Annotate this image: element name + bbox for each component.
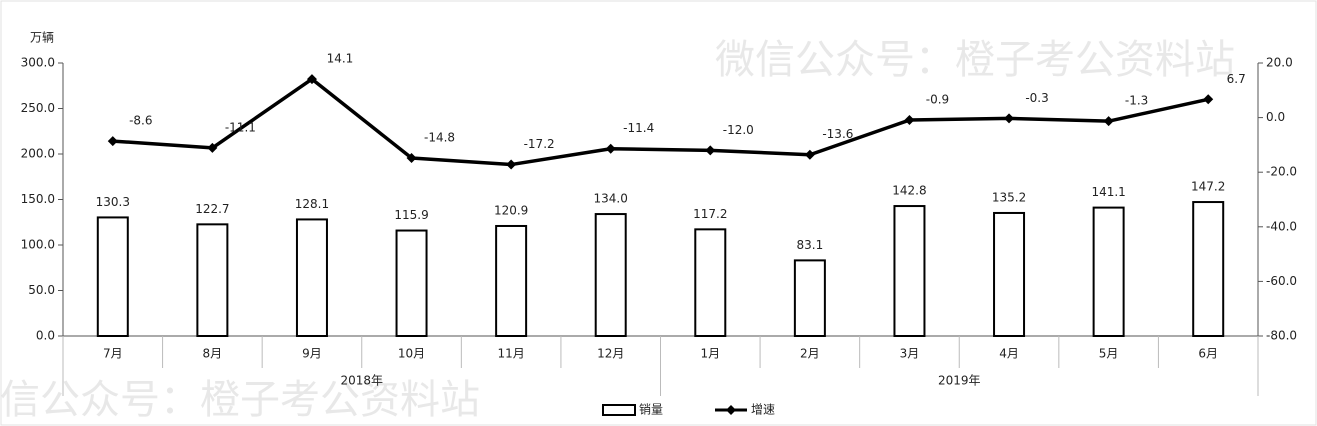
y2-tick-label: -20.0	[1266, 165, 1297, 179]
y-tick-label: 250.0	[21, 101, 55, 115]
x-tick-label: 9月	[302, 347, 322, 361]
line	[112, 77, 1209, 167]
x-tick-label: 12月	[597, 347, 624, 361]
data-label: 128.1	[295, 197, 329, 211]
marker	[1103, 116, 1114, 127]
y2-tick-label: -40.0	[1266, 219, 1297, 233]
x-tick-label: 2月	[800, 347, 820, 361]
y2-tick-label: 0.0	[1266, 110, 1285, 124]
data-label: -0.3	[1025, 91, 1048, 105]
y2-tick-label: -80.0	[1266, 329, 1297, 343]
marker	[1004, 113, 1015, 124]
data-label: 135.2	[992, 190, 1026, 204]
marker	[804, 149, 815, 160]
y-tick-label: 300.0	[21, 56, 55, 70]
bar	[694, 228, 727, 338]
marker	[1203, 94, 1214, 105]
x-tick-label: 7月	[103, 347, 123, 361]
x-tick-label: 8月	[203, 347, 223, 361]
y-tick-label: 50.0	[28, 283, 55, 297]
data-label: 115.9	[394, 208, 428, 222]
data-label: -14.8	[424, 131, 455, 145]
watermark: 微信公众号：橙子考公资料站	[0, 377, 480, 423]
legend-label: 销量	[639, 403, 663, 417]
bar	[793, 259, 826, 337]
data-label: 147.2	[1191, 180, 1225, 194]
legend-swatch	[602, 404, 636, 416]
bar	[395, 229, 428, 338]
data-label: -13.6	[822, 127, 853, 141]
y2-tick-label: 20.0	[1266, 56, 1293, 70]
data-label: 134.0	[594, 192, 628, 206]
x-tick-label: 5月	[1099, 347, 1119, 361]
bar	[594, 213, 627, 337]
marker	[705, 145, 716, 156]
data-label: -8.6	[129, 114, 152, 128]
legend-swatch	[726, 405, 736, 415]
group-label: 2018年	[340, 374, 383, 388]
bar	[1092, 206, 1125, 337]
data-label: -17.2	[524, 137, 555, 151]
marker	[904, 115, 915, 126]
marker	[306, 74, 317, 85]
y-tick-label: 0.0	[36, 329, 55, 343]
y2-tick-label: -60.0	[1266, 274, 1297, 288]
data-label: 120.9	[494, 203, 528, 217]
bar	[993, 211, 1026, 337]
y-tick-label: 150.0	[21, 192, 55, 206]
marker	[506, 159, 517, 170]
bar	[96, 216, 129, 337]
data-label: -11.4	[623, 121, 654, 135]
x-tick-label: 6月	[1198, 347, 1218, 361]
data-label: -1.3	[1125, 94, 1148, 108]
unit-label: 万辆	[30, 31, 54, 45]
marker	[605, 143, 616, 154]
data-label: 6.7	[1227, 72, 1246, 86]
x-tick-label: 3月	[900, 347, 920, 361]
data-label: 117.2	[693, 207, 727, 221]
bar	[495, 224, 528, 337]
data-label: -11.1	[225, 120, 256, 134]
x-tick-label: 10月	[398, 347, 425, 361]
group-label: 2019年	[938, 374, 981, 388]
bar	[1192, 201, 1225, 337]
data-label: 122.7	[195, 202, 229, 216]
data-label: 130.3	[96, 195, 130, 209]
watermark: 微信公众号：橙子考公资料站	[715, 37, 1235, 83]
bar	[196, 223, 229, 337]
legend-label: 增速	[751, 403, 775, 417]
y-tick-label: 200.0	[21, 147, 55, 161]
data-label: 141.1	[1091, 185, 1125, 199]
x-tick-label: 1月	[700, 347, 720, 361]
data-label: 14.1	[327, 52, 354, 66]
data-label: -12.0	[723, 123, 754, 137]
marker	[207, 142, 218, 153]
data-label: 142.8	[892, 184, 926, 198]
x-tick-label: 4月	[999, 347, 1019, 361]
marker	[406, 153, 417, 164]
marker	[107, 136, 118, 147]
data-label: 83.1	[797, 238, 824, 252]
data-label: -0.9	[926, 93, 949, 107]
bar	[295, 218, 328, 337]
y-tick-label: 100.0	[21, 238, 55, 252]
bar	[893, 205, 926, 337]
x-tick-label: 11月	[497, 347, 524, 361]
